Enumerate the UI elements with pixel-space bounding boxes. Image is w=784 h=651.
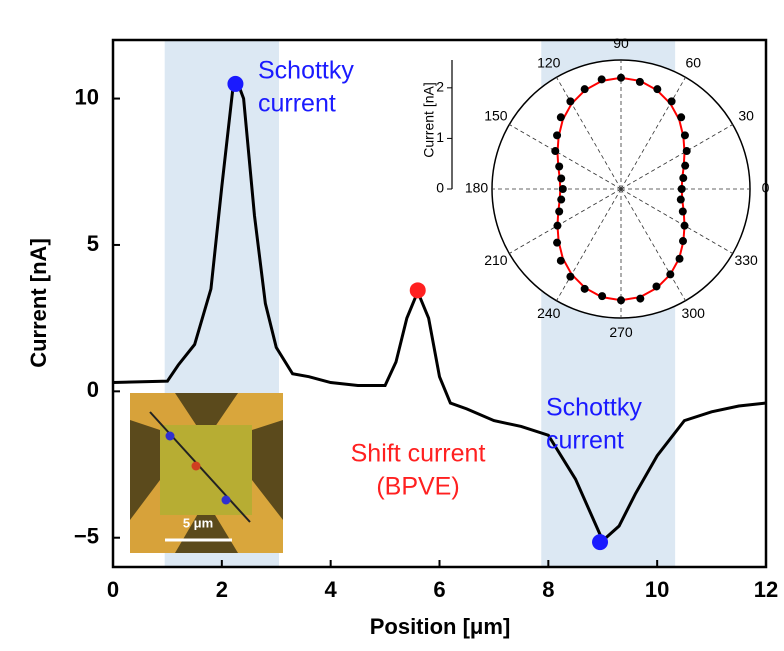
image-inset: 5 μm — [130, 393, 283, 553]
highlight-point — [592, 534, 608, 550]
measured-point — [676, 255, 684, 263]
annotation: (BPVE) — [376, 473, 459, 501]
angle-tick-label: 60 — [685, 55, 701, 71]
measured-point — [677, 196, 685, 204]
y-tick-label: 10 — [75, 84, 99, 109]
angle-tick-label: 270 — [609, 324, 633, 340]
annotation: Shift current — [351, 440, 486, 468]
measured-point — [557, 196, 565, 204]
r-tick-label: 1 — [436, 129, 444, 145]
contact — [222, 496, 231, 505]
measured-point — [555, 207, 563, 215]
y-tick-label: −5 — [74, 524, 99, 549]
measured-point — [681, 222, 689, 230]
x-tick-label: 0 — [107, 577, 119, 602]
x-tick-label: 6 — [433, 577, 445, 602]
y-tick-label: 0 — [87, 377, 99, 402]
measured-point — [678, 185, 686, 193]
x-tick-label: 12 — [754, 577, 778, 602]
measured-point — [566, 97, 574, 105]
contact — [192, 462, 201, 471]
angle-tick-label: 30 — [738, 107, 754, 123]
angle-tick-label: 90 — [613, 35, 629, 51]
measured-point — [653, 85, 661, 93]
x-axis-label: Position [μm] — [370, 614, 511, 639]
measured-point — [617, 296, 625, 304]
r-axis-label: Current [nA] — [421, 82, 437, 157]
angle-tick-label: 150 — [484, 107, 508, 123]
measured-point — [679, 174, 687, 182]
measured-point — [617, 74, 625, 82]
angle-tick-label: 180 — [465, 180, 489, 196]
measured-point — [679, 207, 687, 215]
angle-tick-label: 330 — [734, 252, 758, 268]
measured-point — [681, 131, 689, 139]
measured-point — [652, 282, 660, 290]
y-axis-label: Current [nA] — [26, 238, 51, 368]
measured-point — [598, 292, 606, 300]
measured-point — [683, 147, 691, 155]
angle-tick-label: 240 — [537, 305, 561, 321]
measured-point — [681, 162, 689, 170]
highlight-point — [227, 76, 243, 92]
measured-point — [557, 174, 565, 182]
measured-point — [679, 237, 687, 245]
measured-point — [666, 270, 674, 278]
measured-point — [668, 97, 676, 105]
x-tick-label: 2 — [216, 577, 228, 602]
x-tick-label: 4 — [325, 577, 338, 602]
measured-point — [636, 295, 644, 303]
measured-point — [553, 239, 561, 247]
annotation: Schottky — [258, 57, 354, 85]
y-tick-label: 5 — [87, 231, 99, 256]
measured-point — [581, 285, 589, 293]
annotation: current — [258, 90, 336, 118]
annotation: current — [546, 427, 624, 455]
contact — [166, 432, 175, 441]
measured-point — [555, 163, 563, 171]
scale-label: 5 μm — [183, 515, 213, 530]
angle-tick-label: 210 — [484, 252, 508, 268]
annotation: Schottky — [546, 394, 642, 422]
measured-point — [598, 75, 606, 83]
measured-point — [553, 222, 561, 230]
measured-point — [557, 257, 565, 265]
measured-point — [636, 78, 644, 86]
figure: Position [μm] Current [nA] 024681012−505… — [0, 0, 784, 646]
highlight-point — [410, 282, 426, 298]
measured-point — [559, 185, 567, 193]
angle-tick-label: 0 — [762, 180, 770, 196]
measured-point — [581, 85, 589, 93]
measured-point — [677, 113, 685, 121]
x-tick-label: 8 — [542, 577, 554, 602]
angle-tick-label: 120 — [537, 55, 561, 71]
angle-tick-label: 300 — [682, 305, 706, 321]
measured-point — [553, 131, 561, 139]
r-tick-label: 2 — [436, 79, 444, 95]
r-tick-label: 0 — [436, 180, 444, 196]
x-tick-label: 10 — [645, 577, 669, 602]
measured-point — [557, 113, 565, 121]
measured-point — [566, 273, 574, 281]
measured-point — [551, 147, 559, 155]
